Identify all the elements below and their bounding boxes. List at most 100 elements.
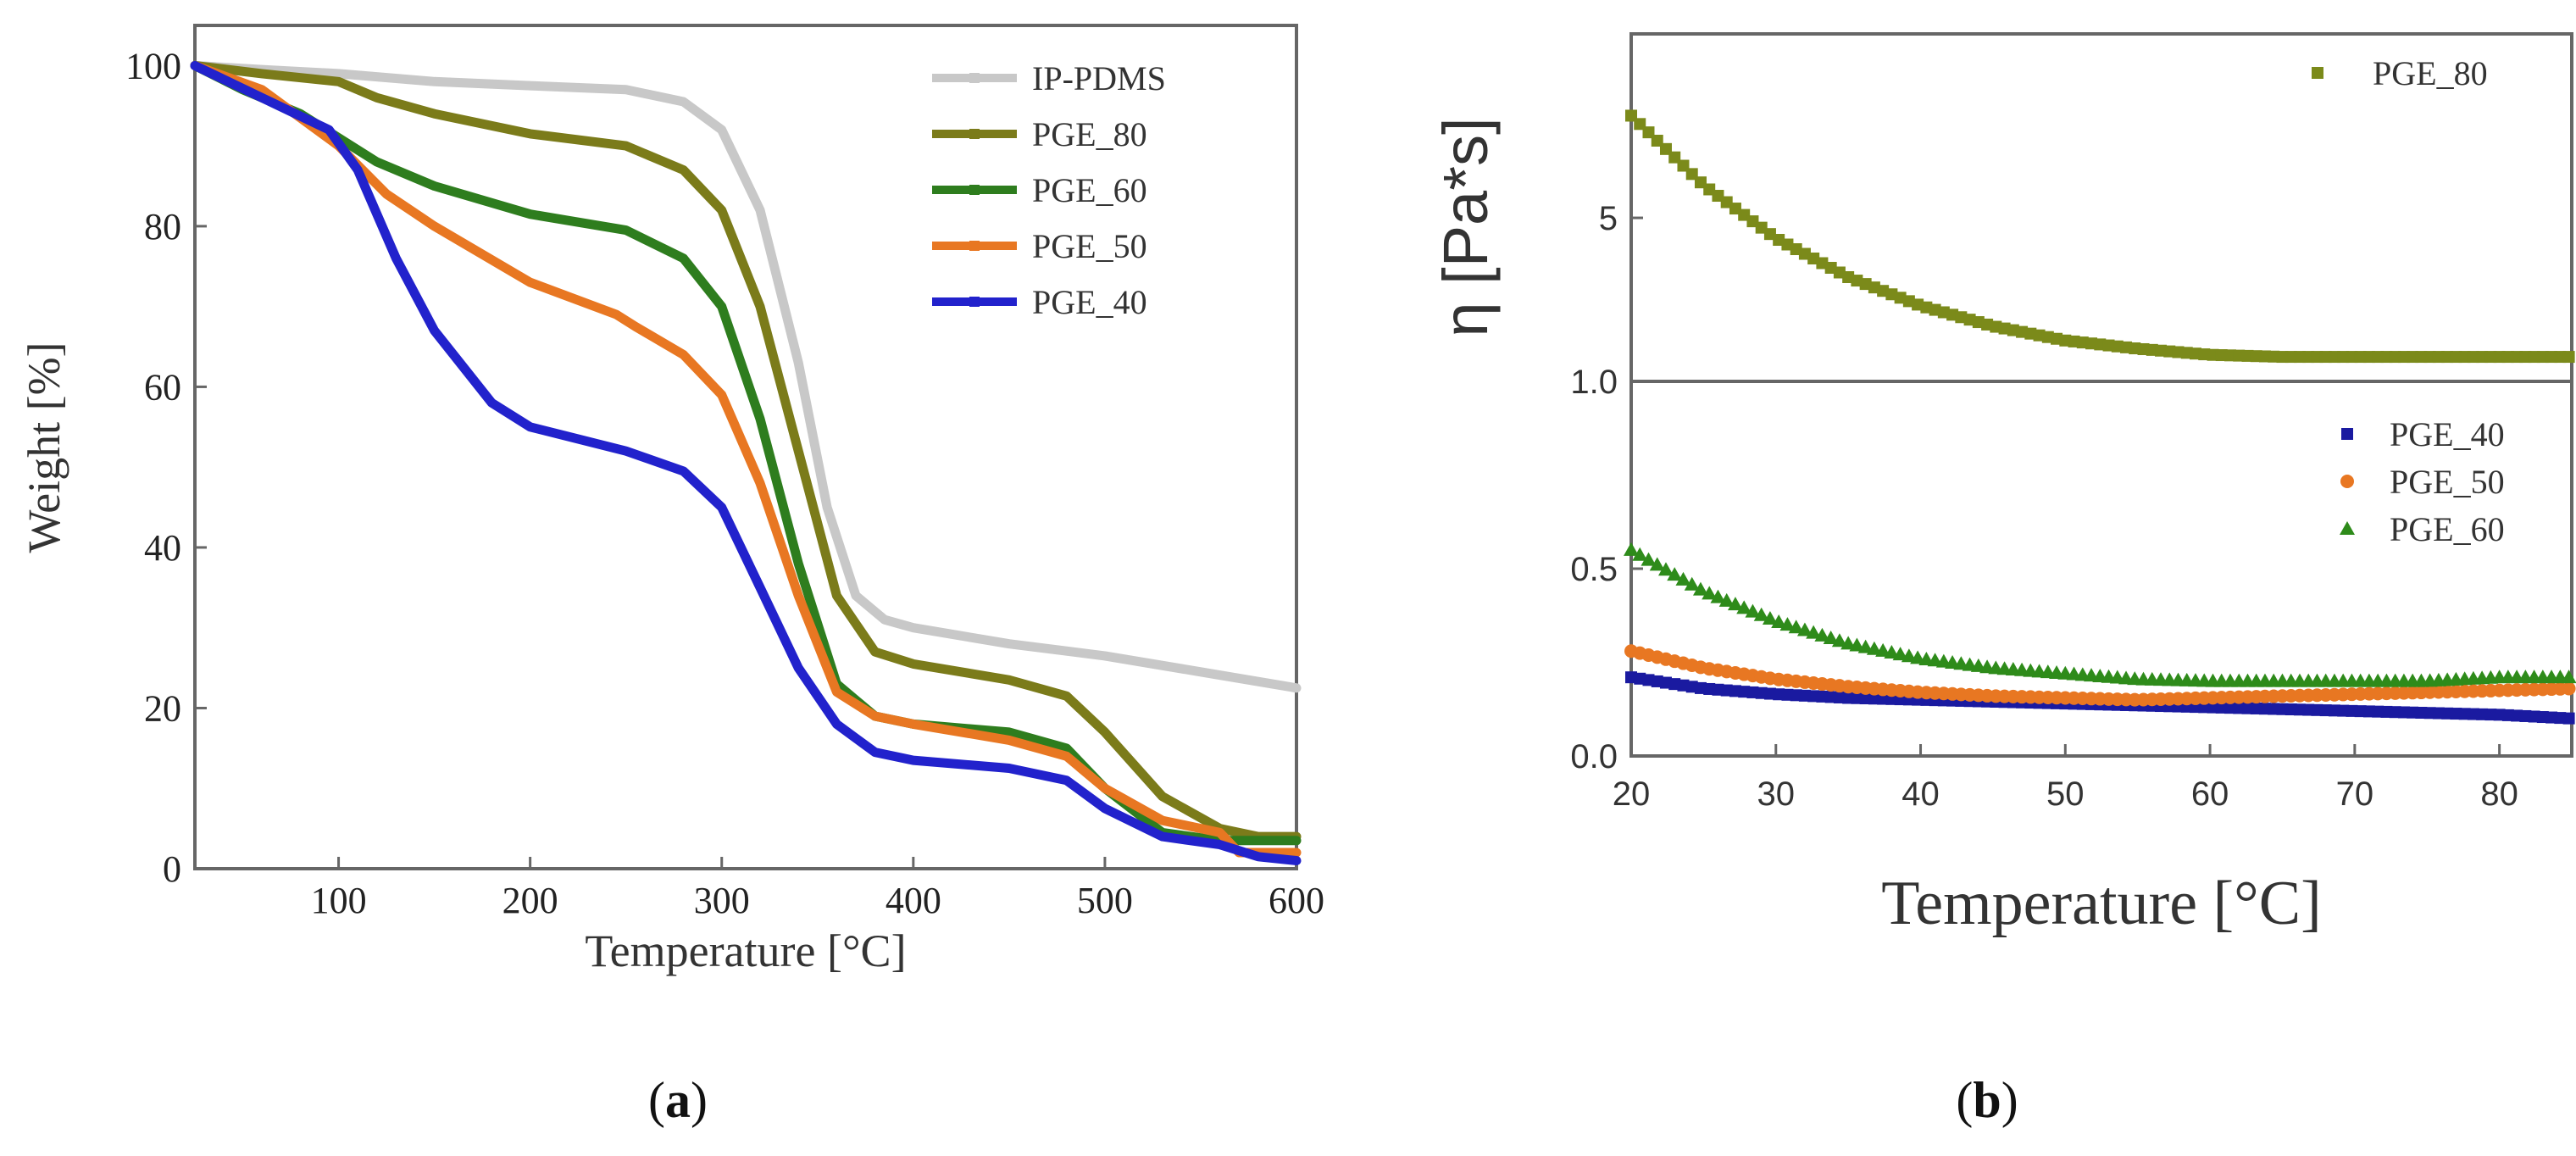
panel-a-y-axis-label: Weight [%] <box>19 342 69 553</box>
data-point-pge-60 <box>1875 642 1891 657</box>
legend-marker-pge-80 <box>2312 67 2323 79</box>
legend-marker-pge-40 <box>2341 428 2353 440</box>
data-point-pge-60 <box>1796 622 1813 636</box>
series-line-pge-40 <box>190 60 1302 865</box>
panel-b-legend: PGE_80 PGE_40 PGE_50 PGE_60 <box>2312 54 2505 548</box>
panel-b-upper-y-tick-label: 1.0 <box>1570 364 1618 401</box>
data-point-pge-50 <box>2562 681 2576 696</box>
series-line-pge-80 <box>190 60 1302 842</box>
panel-a-x-tick-label: 600 <box>1269 880 1324 921</box>
data-point-pge-60 <box>1692 581 1708 596</box>
data-point-pge-60 <box>1849 637 1865 652</box>
data-point-pge-60 <box>1702 586 1718 600</box>
data-point-pge-60 <box>1831 633 1847 647</box>
series-line-pge-50 <box>190 60 1302 858</box>
data-point-pge-60 <box>1641 552 1657 566</box>
panel-b-caption: (b) <box>1956 1072 2018 1128</box>
legend-marker-pge-40 <box>969 297 980 307</box>
panel-a-x-tick-label: 200 <box>502 880 558 921</box>
panel-a-caption: (a) <box>648 1072 708 1128</box>
panel-b-caption-letter: b <box>1973 1072 2001 1128</box>
panel-a-y-tick-label: 40 <box>144 527 181 569</box>
series-markers-pge-60 <box>1624 542 2576 687</box>
data-point-pge-60 <box>1857 639 1874 653</box>
panel-b-axis-ticks: 20 30 40 50 60 70 80 5 1.0 0.0 0.5 <box>1570 200 2518 813</box>
panel-a-x-tick-label: 500 <box>1077 880 1133 921</box>
panel-b-series-group <box>1624 109 2576 725</box>
data-point-pge-60 <box>1624 542 1639 556</box>
panel-a-chart: 100 200 300 400 500 600 0 20 40 60 80 100 IP-PDMS PG… <box>19 24 1324 1128</box>
panel-b-x-tick-label: 30 <box>1757 775 1796 813</box>
panel-a-x-tick-label: 400 <box>886 880 941 921</box>
legend-marker-pge-60 <box>2340 521 2355 535</box>
panel-a-caption-letter: a <box>665 1072 691 1128</box>
panel-a-x-axis-label: Temperature [°C] <box>585 925 906 976</box>
data-point-pge-60 <box>1667 567 1683 581</box>
panel-a-y-tick-label: 0 <box>163 848 181 890</box>
panel-a-series-group <box>190 60 1302 865</box>
data-point-pge-60 <box>1675 571 1691 586</box>
panel-a-legend: IP-PDMS PGE_80 PGE_60 PGE_50 PGE_40 <box>932 59 1166 321</box>
data-point-pge-60 <box>1884 645 1900 659</box>
data-point-pge-60 <box>1632 547 1648 561</box>
data-point-pge-60 <box>1806 625 1822 639</box>
panel-b-x-tick-label: 80 <box>2480 775 2518 813</box>
legend-marker-ip-pdms <box>969 73 980 83</box>
panel-a-x-tick-label: 300 <box>694 880 750 921</box>
panel-a-y-tick-label: 60 <box>144 366 181 408</box>
legend-marker-pge-50 <box>969 241 980 251</box>
data-point-pge-60 <box>1779 617 1796 631</box>
panel-b-x-tick-label: 40 <box>1901 775 1940 813</box>
data-point-pge-60 <box>1901 648 1917 663</box>
data-point-pge-60 <box>1727 597 1743 611</box>
panel-b-x-tick-label: 20 <box>1613 775 1651 813</box>
legend-label-pge-80: PGE_80 <box>2373 54 2488 92</box>
panel-b-x-tick-label: 70 <box>2336 775 2374 813</box>
panel-b-y-axis-label: η [Pa*s] <box>1430 117 1501 336</box>
data-point-pge-60 <box>1745 603 1761 618</box>
data-point-pge-60 <box>1753 607 1769 621</box>
panel-a-plot-frame <box>193 24 1298 870</box>
legend-label-pge-50: PGE_50 <box>2390 463 2505 501</box>
data-point-pge-60 <box>1657 562 1674 576</box>
legend-label-pge-60: PGE_60 <box>1032 171 1147 209</box>
panel-b-lower-y-tick-label: 0.0 <box>1570 738 1618 775</box>
series-line-ip-pdms <box>190 60 1302 693</box>
series-markers-pge-80 <box>1625 109 2575 364</box>
data-point-pge-60 <box>1718 592 1735 607</box>
legend-label-pge-80: PGE_80 <box>1032 115 1147 153</box>
legend-marker-pge-60 <box>969 185 980 195</box>
panel-b-lower-y-tick-label: 0.5 <box>1570 551 1618 588</box>
series-markers-pge-50 <box>1624 644 2576 707</box>
data-point-pge-80 <box>2562 351 2575 364</box>
legend-label-pge-60: PGE_60 <box>2390 510 2505 548</box>
data-point-pge-60 <box>1866 641 1882 655</box>
data-point-pge-60 <box>1710 589 1726 603</box>
legend-label-pge-40: PGE_40 <box>2390 415 2505 453</box>
legend-marker-pge-80 <box>969 129 980 139</box>
data-point-pge-60 <box>1771 614 1787 628</box>
data-point-pge-60 <box>1823 631 1839 645</box>
data-point-pge-60 <box>1736 600 1752 614</box>
data-point-pge-60 <box>1684 576 1700 591</box>
panel-a-y-tick-label: 20 <box>144 687 181 729</box>
panel-b-x-tick-label: 50 <box>2046 775 2085 813</box>
data-point-pge-60 <box>1788 620 1804 634</box>
panel-a-x-tick-label: 100 <box>311 880 367 921</box>
panel-a-y-tick-label: 80 <box>144 206 181 247</box>
legend-label-pge-40: PGE_40 <box>1032 283 1147 321</box>
panel-b-x-tick-label: 60 <box>2191 775 2229 813</box>
data-point-pge-60 <box>2561 670 2576 684</box>
data-point-pge-60 <box>1840 636 1857 650</box>
data-point-pge-40 <box>2562 712 2575 725</box>
data-point-pge-60 <box>1762 611 1778 625</box>
data-point-pge-60 <box>1814 627 1830 642</box>
panel-a-y-tick-label: 100 <box>125 45 181 86</box>
data-point-pge-60 <box>1892 647 1908 661</box>
data-point-pge-60 <box>1649 557 1665 571</box>
legend-label-pge-50: PGE_50 <box>1032 227 1147 265</box>
panel-b-x-axis-label: Temperature [°C] <box>1881 869 2322 938</box>
legend-label-ip-pdms: IP-PDMS <box>1032 59 1166 97</box>
